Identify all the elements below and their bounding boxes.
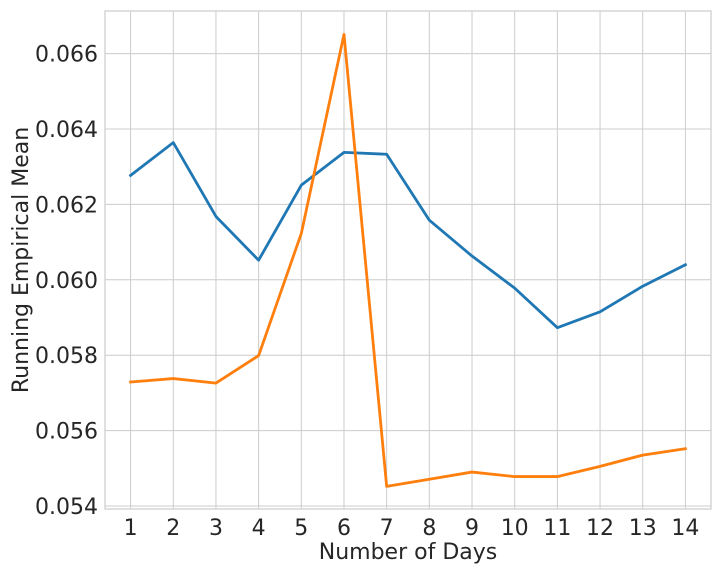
x-tick-label: 2 bbox=[166, 516, 180, 541]
y-tick-label: 0.062 bbox=[35, 193, 98, 218]
x-tick-label: 9 bbox=[465, 516, 479, 541]
x-tick-label: 11 bbox=[543, 516, 571, 541]
x-tick-labels: 1 2 3 4 5 6 7 8 9 10 11 12 13 14 bbox=[124, 516, 700, 541]
series-line-1 bbox=[128, 141, 688, 330]
y-axis-label: Running Empirical Mean bbox=[9, 127, 34, 393]
x-tick-label: 4 bbox=[252, 516, 266, 541]
x-tick-label: 5 bbox=[294, 516, 308, 541]
y-tick-label: 0.064 bbox=[35, 118, 98, 143]
x-tick-label: 1 bbox=[124, 516, 138, 541]
x-tick-label: 3 bbox=[209, 516, 223, 541]
y-tick-label: 0.054 bbox=[35, 495, 98, 520]
y-tick-label: 0.058 bbox=[35, 344, 98, 369]
y-tick-label: 0.066 bbox=[35, 43, 98, 68]
x-tick-label: 14 bbox=[671, 516, 699, 541]
y-tick-label: 0.060 bbox=[35, 269, 98, 294]
x-tick-label: 13 bbox=[629, 516, 657, 541]
y-tick-label: 0.056 bbox=[35, 420, 98, 445]
x-tick-label: 10 bbox=[501, 516, 529, 541]
x-tick-label: 6 bbox=[337, 516, 351, 541]
x-tick-label: 7 bbox=[380, 516, 394, 541]
x-axis-label: Number of Days bbox=[319, 540, 497, 565]
series-line-2 bbox=[129, 32, 687, 488]
x-tick-label: 8 bbox=[422, 516, 436, 541]
plot-frame bbox=[104, 10, 712, 510]
y-tick-labels: 0.054 0.056 0.058 0.060 0.062 0.064 0.066 bbox=[35, 43, 98, 520]
x-tick-label: 12 bbox=[586, 516, 614, 541]
grid bbox=[105, 11, 711, 509]
series-lines bbox=[128, 32, 688, 488]
